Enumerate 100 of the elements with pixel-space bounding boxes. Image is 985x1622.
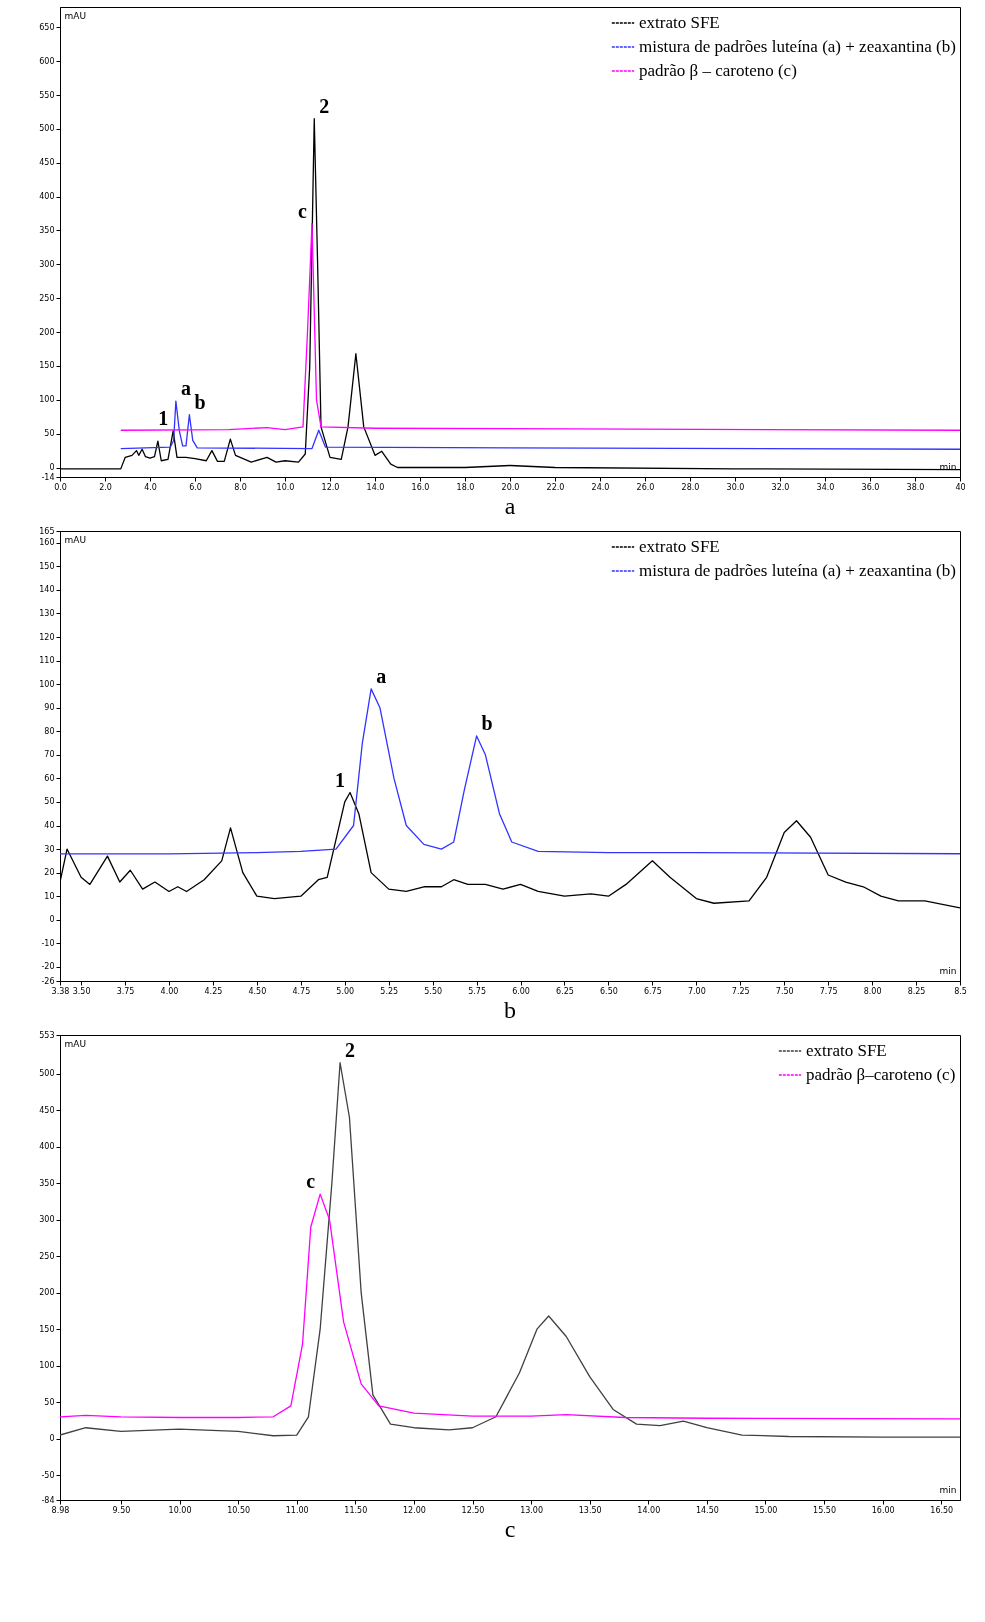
x-tick-label: 8.00: [863, 986, 882, 996]
x-tick-label: 13.50: [578, 1505, 602, 1515]
x-tick-label: 13.00: [520, 1505, 544, 1515]
x-tick-label: 16.00: [871, 1505, 895, 1515]
y-tick-label: 50: [44, 1397, 55, 1407]
x-tick-label: 28.0: [681, 482, 700, 492]
y-tick-label: 110: [39, 656, 55, 666]
x-tick-label: 5.25: [380, 986, 399, 996]
y-tick-label: 90: [44, 703, 55, 713]
x-tick-label: 4.25: [204, 986, 223, 996]
annotation: 1: [158, 406, 169, 429]
x-tick-label: 8.98: [51, 1505, 70, 1515]
y-tick-label: 100: [39, 395, 55, 405]
y-tick-label: 120: [39, 632, 55, 642]
y-axis-title: mAU: [64, 1038, 87, 1049]
y-tick-label: 0: [49, 463, 55, 473]
annotation: a: [376, 664, 387, 687]
x-tick-label: 7.25: [731, 986, 750, 996]
x-tick-label: 5.75: [468, 986, 487, 996]
y-tick-label: 650: [39, 22, 55, 32]
x-tick-label: 36.0: [861, 482, 880, 492]
line-series: [60, 1062, 960, 1438]
x-tick-label: 22.0: [546, 482, 565, 492]
y-tick-label: 150: [39, 1324, 55, 1334]
y-tick-label: 450: [39, 158, 55, 168]
annotation: c: [306, 1170, 316, 1193]
x-tick-label: 4.00: [160, 986, 179, 996]
y-tick-label: 165: [39, 526, 55, 536]
y-tick-label: -50: [41, 1470, 55, 1480]
legend-label: padrão β – caroteno (c): [639, 61, 797, 80]
x-tick-label: 9.50: [112, 1505, 131, 1515]
y-tick-label: 140: [39, 585, 55, 595]
x-tick-label: 10.00: [168, 1505, 192, 1515]
y-tick-label: 300: [39, 259, 55, 269]
x-tick-label: 40: [955, 482, 966, 492]
x-tick-label: 20.0: [501, 482, 520, 492]
legend-label: padrão β–caroteno (c): [806, 1065, 956, 1084]
x-tick-label: 24.0: [591, 482, 610, 492]
x-tick-label: 11.50: [344, 1505, 368, 1515]
y-axis-title: mAU: [64, 10, 87, 21]
y-tick-label: 350: [39, 225, 55, 235]
legend-label: extrato SFE: [806, 1041, 887, 1060]
legend-label: extrato SFE: [639, 537, 720, 556]
x-tick-label: 4.50: [248, 986, 267, 996]
y-tick-label: 500: [39, 124, 55, 134]
x-tick-label: 6.75: [643, 986, 662, 996]
x-tick-label: 5.00: [336, 986, 355, 996]
x-tick-label: 10.50: [227, 1505, 251, 1515]
text: a: [504, 493, 516, 519]
x-tick-label: 3.50: [72, 986, 91, 996]
x-tick-label: 38.0: [906, 482, 925, 492]
line-series: [60, 1193, 960, 1420]
line-series: [120, 223, 960, 431]
y-tick-label: 400: [39, 1142, 55, 1152]
line-series: [60, 688, 960, 855]
x-tick-label: 32.0: [771, 482, 790, 492]
y-tick-label: 160: [39, 538, 55, 548]
legend-label: extrato SFE: [639, 13, 720, 32]
x-tick-label: 18.0: [456, 482, 475, 492]
x-tick-label: 12.00: [402, 1505, 426, 1515]
x-tick-label: 14.0: [366, 482, 385, 492]
y-tick-label: 50: [44, 797, 55, 807]
x-tick-label: 7.75: [819, 986, 838, 996]
annotation: a: [180, 377, 191, 400]
x-tick-label: 8.25: [907, 986, 926, 996]
annotation: 2: [345, 1038, 356, 1061]
x-tick-label: 15.00: [754, 1505, 778, 1515]
x-tick-label: 14.50: [695, 1505, 719, 1515]
y-tick-label: 20: [44, 868, 55, 878]
y-tick-label: -84: [41, 1495, 55, 1505]
x-axis-title: min: [939, 965, 957, 976]
x-tick-label: 8.5: [954, 986, 967, 996]
y-tick-label: 100: [39, 1361, 55, 1371]
y-tick-label: -10: [41, 938, 55, 948]
x-tick-label: 15.50: [813, 1505, 837, 1515]
text: b: [504, 997, 516, 1023]
x-tick-label: 4.0: [144, 482, 157, 492]
x-tick-label: 12.0: [321, 482, 340, 492]
x-tick-label: 34.0: [816, 482, 835, 492]
x-tick-label: 10.0: [276, 482, 295, 492]
x-tick-label: 4.75: [292, 986, 311, 996]
y-tick-label: 50: [44, 429, 55, 439]
y-tick-label: 10: [44, 891, 55, 901]
y-tick-label: 0: [49, 915, 55, 925]
y-tick-label: 553: [39, 1030, 55, 1040]
x-tick-label: 11.00: [285, 1505, 309, 1515]
annotation: b: [194, 390, 206, 413]
y-tick-label: 450: [39, 1105, 55, 1115]
legend-label: mistura de padrões luteína (a) + zeaxantina (b): [639, 37, 956, 56]
y-tick-label: 350: [39, 1178, 55, 1188]
x-tick-label: 0.0: [54, 482, 67, 492]
x-tick-label: 7.50: [775, 986, 794, 996]
y-tick-label: 150: [39, 361, 55, 371]
y-tick-label: 200: [39, 1288, 55, 1298]
x-tick-label: 6.00: [512, 986, 530, 996]
y-tick-label: 250: [39, 1251, 55, 1261]
y-tick-label: -14: [41, 472, 55, 482]
y-tick-label: 70: [44, 750, 55, 760]
x-tick-label: 6.0: [189, 482, 202, 492]
x-tick-label: 26.0: [636, 482, 655, 492]
